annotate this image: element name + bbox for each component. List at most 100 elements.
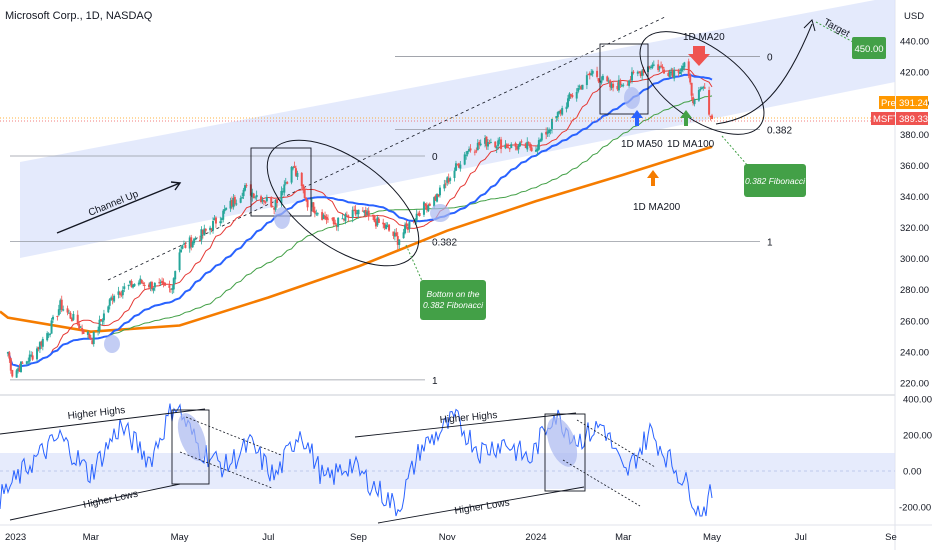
- candle-body: [392, 231, 395, 236]
- candle-body: [546, 131, 549, 134]
- candle-body: [316, 213, 319, 215]
- candle-body: [459, 164, 462, 169]
- candle-body: [204, 228, 207, 231]
- fib-label-5: 1: [767, 238, 773, 249]
- candle-body: [331, 218, 334, 220]
- candle-body: [571, 95, 574, 98]
- ma200-arrow: [647, 170, 659, 186]
- candle-body: [366, 211, 369, 215]
- price-tick-label: 320.00: [900, 223, 929, 234]
- ma20-label: 1D MA20: [683, 32, 725, 43]
- candle-body: [76, 314, 79, 325]
- candle-body: [91, 340, 94, 345]
- candle-body: [337, 217, 340, 227]
- candle-body: [150, 282, 153, 290]
- candle-body: [113, 295, 116, 302]
- candle-body: [427, 204, 430, 212]
- candle-body: [446, 177, 449, 183]
- candle-body: [169, 288, 172, 290]
- candle-body: [681, 66, 684, 70]
- candle-body: [581, 84, 584, 90]
- candle-body: [37, 347, 40, 350]
- candle-body: [321, 212, 324, 220]
- candle-body: [422, 202, 425, 215]
- candle-body: [212, 221, 215, 231]
- time-axis-ticks[interactable]: 2023 Mar May Jul Sep Nov 2024 Mar May Jul Se: [5, 532, 897, 543]
- candle-body: [152, 287, 155, 291]
- candle-body: [184, 244, 187, 248]
- candle-body: [244, 185, 247, 191]
- candle-body: [437, 194, 440, 197]
- candle-body: [171, 288, 174, 290]
- candle-body: [433, 197, 436, 207]
- touch-circle-4: [624, 87, 640, 109]
- candle-body: [225, 207, 228, 210]
- candle-body: [510, 144, 513, 149]
- oscillator-tick-label: 0.00: [903, 467, 922, 478]
- candle-body: [107, 306, 110, 313]
- candle-body: [153, 282, 156, 288]
- oscillator-tick-label: -200.00: [899, 503, 931, 514]
- candle-body: [447, 178, 450, 183]
- osc-downtrend-upper-1: [185, 416, 282, 456]
- higher-lows-line-2: [377, 486, 585, 524]
- candle-body: [342, 219, 345, 221]
- candle-body: [468, 149, 471, 152]
- candle-body: [66, 308, 69, 313]
- ma200-line: [0, 145, 713, 334]
- candle-body: [281, 191, 284, 193]
- candle-body: [325, 216, 328, 220]
- candle-body: [178, 252, 181, 271]
- channel-up-arrow-head: [170, 181, 182, 191]
- candle-body: [198, 239, 201, 241]
- candle-body: [585, 75, 588, 86]
- candle-body: [683, 62, 686, 68]
- candle-body: [555, 116, 558, 118]
- time-tick-label: 2024: [525, 532, 546, 543]
- candle-body: [529, 143, 532, 148]
- candle-body: [69, 312, 72, 319]
- candle-body: [453, 170, 456, 178]
- candle-body: [28, 354, 31, 362]
- candle-body: [100, 319, 103, 322]
- candle-body: [507, 147, 510, 149]
- candle-body: [578, 86, 581, 88]
- msft-label-badge: [871, 112, 895, 125]
- candle-body: [373, 215, 376, 222]
- osc-downtrend-lower-2: [562, 459, 641, 507]
- ma200-label: 1D MA200: [633, 202, 681, 213]
- candle-body: [500, 139, 503, 149]
- candle-body: [622, 84, 625, 86]
- candle-body: [600, 80, 603, 83]
- candle-body: [363, 210, 366, 213]
- symbol-title[interactable]: Microsoft Corp., 1D, NASDAQ: [5, 10, 153, 22]
- candle-body: [290, 166, 293, 183]
- candle-body: [57, 309, 60, 316]
- candle-body: [549, 129, 552, 131]
- candle-body: [158, 282, 161, 284]
- candle-body: [539, 139, 542, 142]
- candle-body: [357, 209, 360, 215]
- candle-body: [425, 205, 428, 210]
- candle-body: [558, 110, 561, 114]
- time-tick-label: Jul: [262, 532, 274, 543]
- candle-body: [486, 142, 489, 147]
- ellipse-2024-correction: [639, 31, 765, 135]
- candle-body: [255, 195, 258, 198]
- candle-body: [223, 209, 226, 212]
- time-tick-label: Nov: [439, 532, 456, 543]
- candle-body: [56, 315, 59, 317]
- osc-downtrend-lower-1: [179, 451, 273, 489]
- candle-body: [130, 281, 133, 288]
- ma100-arrow: [680, 110, 692, 126]
- oscillator-axis-ticks[interactable]: 400.00 200.00 0.00 -200.00: [899, 395, 932, 514]
- candle-body: [524, 143, 527, 148]
- candle-body: [591, 70, 594, 74]
- candle-body: [449, 178, 452, 181]
- candle-body: [261, 199, 264, 202]
- candle-body: [398, 239, 401, 245]
- candle-body: [559, 109, 562, 114]
- candle-body: [59, 300, 62, 310]
- candle-body: [661, 66, 664, 69]
